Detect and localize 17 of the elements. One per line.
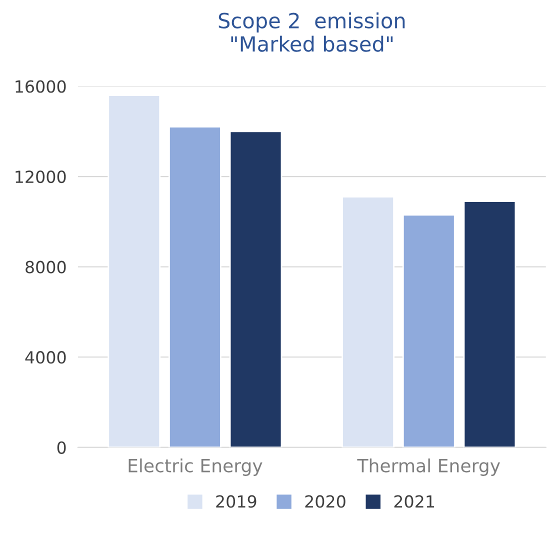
- bar: [108, 94, 161, 448]
- legend-label: 2021: [394, 495, 434, 508]
- y-tick-label: 4000: [25, 351, 66, 364]
- bar: [463, 200, 516, 448]
- x-tick-label: Thermal Energy: [357, 458, 500, 476]
- y-tick-label: 8000: [26, 260, 66, 274]
- chart-title: Scope 2 emission "Marked based": [218, 12, 405, 52]
- bar: [229, 130, 282, 448]
- bar: [342, 196, 394, 448]
- x-tick-label: Electric Energy: [128, 458, 262, 476]
- bar: [168, 126, 222, 448]
- y-tick-label: 12000: [16, 170, 66, 184]
- y-tick-label: 0: [57, 441, 66, 454]
- bar: [402, 214, 456, 448]
- legend-label: 2020: [305, 495, 346, 508]
- legend-label: 2019: [216, 495, 256, 508]
- y-tick-label: 16000: [16, 80, 66, 93]
